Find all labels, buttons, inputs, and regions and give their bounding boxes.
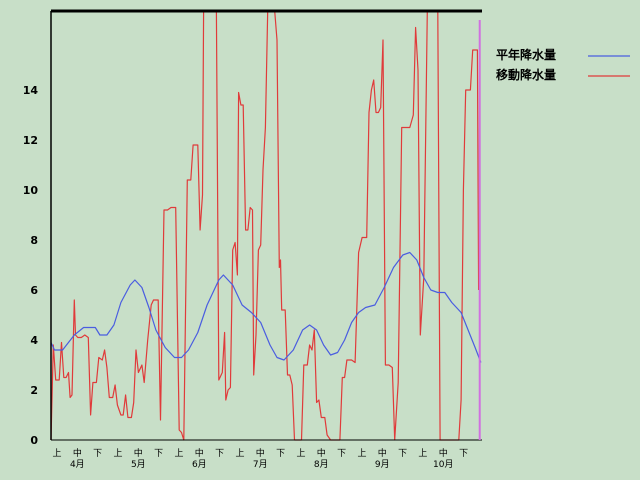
x-month-label: 10月 bbox=[433, 459, 453, 470]
x-sub-tick-label: 下 bbox=[154, 449, 163, 459]
legend: 平年降水量 移動降水量 bbox=[496, 47, 630, 82]
series-group bbox=[50, 10, 482, 441]
y-tick-label: 2 bbox=[30, 384, 38, 397]
x-sub-tick-label: 下 bbox=[459, 449, 468, 459]
x-month-label: 8月 bbox=[314, 459, 329, 470]
x-sub-tick-label: 上 bbox=[52, 448, 61, 459]
x-sub-tick-label: 上 bbox=[113, 448, 122, 459]
x-sub-tick-label: 上 bbox=[296, 448, 305, 459]
y-tick-label: 12 bbox=[23, 134, 38, 147]
x-month-label: 5月 bbox=[131, 459, 146, 470]
series-line-normal bbox=[50, 251, 482, 363]
legend-label-normal: 平年降水量 bbox=[496, 47, 556, 62]
x-sub-tick-label: 中 bbox=[134, 447, 143, 459]
y-tick-label: 14 bbox=[23, 84, 39, 97]
y-axis-ticks: 0 2 4 6 8 10 12 14 bbox=[23, 84, 39, 447]
series-line-moving bbox=[50, 10, 480, 441]
y-tick-label: 10 bbox=[23, 184, 39, 197]
x-sub-tick-label: 中 bbox=[378, 447, 387, 459]
x-sub-tick-label: 上 bbox=[418, 448, 427, 459]
y-tick-label: 4 bbox=[30, 334, 38, 347]
x-month-label: 9月 bbox=[375, 459, 390, 470]
x-month-label: 4月 bbox=[70, 459, 85, 470]
x-sub-tick-label: 中 bbox=[195, 447, 204, 459]
x-sub-tick-label: 中 bbox=[73, 447, 82, 459]
x-sub-tick-label: 中 bbox=[439, 447, 448, 459]
x-sub-tick-label: 上 bbox=[174, 448, 183, 459]
y-tick-label: 8 bbox=[30, 234, 38, 247]
y-tick-label: 0 bbox=[30, 434, 38, 447]
x-sub-tick-label: 下 bbox=[398, 449, 407, 459]
legend-label-moving: 移動降水量 bbox=[496, 67, 556, 82]
y-tick-label: 6 bbox=[30, 284, 38, 297]
x-sub-tick-label: 中 bbox=[317, 447, 326, 459]
x-sub-tick-label: 下 bbox=[93, 449, 102, 459]
x-sub-tick-label: 上 bbox=[235, 448, 244, 459]
x-month-label: 7月 bbox=[253, 459, 268, 470]
x-month-label: 6月 bbox=[192, 459, 207, 470]
x-axis-ticks: 上 中 下 上 中 下 上 中 下 上 中 下 上 中 下 上 中 下 上 中 下 4月 5月 6月 7月 8月 9月 10月 bbox=[52, 447, 468, 470]
x-sub-tick-label: 中 bbox=[256, 447, 265, 459]
x-sub-tick-label: 下 bbox=[215, 449, 224, 459]
x-sub-tick-label: 下 bbox=[337, 449, 346, 459]
x-sub-tick-label: 上 bbox=[357, 448, 366, 459]
x-sub-tick-label: 下 bbox=[276, 449, 285, 459]
